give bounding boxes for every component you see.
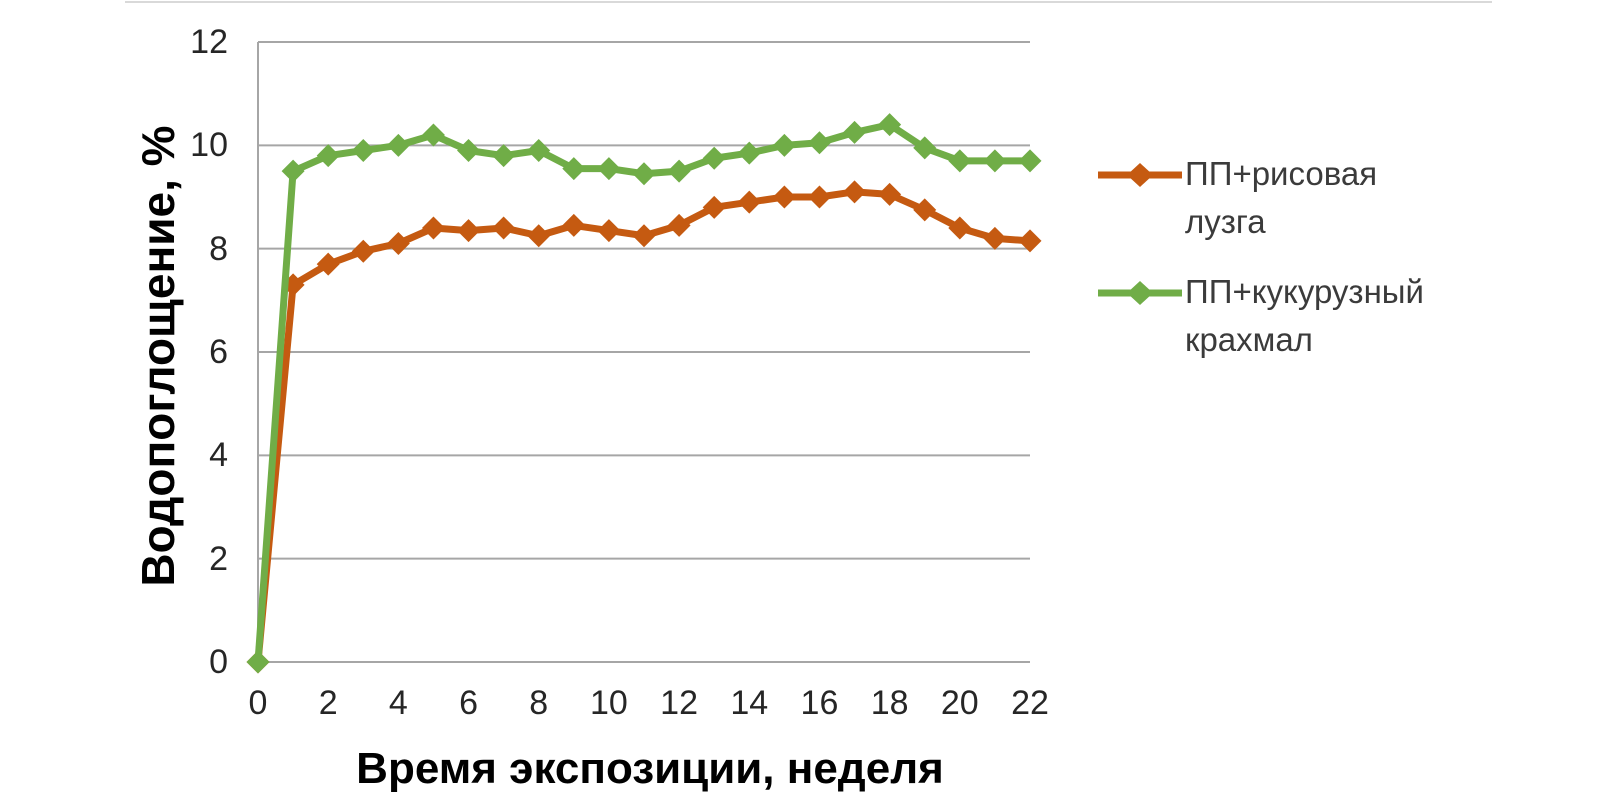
y-tick-label: 10 <box>190 126 228 165</box>
data-point-pp-rice-husk <box>983 226 1007 250</box>
data-point-pp-corn-starch <box>983 149 1007 173</box>
legend: ПП+рисовая лузга ПП+кукурузный крахмал <box>1097 150 1457 386</box>
x-tick-label: 2 <box>318 684 338 722</box>
y-tick-label: 4 <box>209 436 228 475</box>
x-tick-label: 0 <box>248 684 268 722</box>
data-point-pp-rice-husk <box>492 216 516 240</box>
data-point-pp-corn-starch <box>246 650 270 674</box>
data-point-pp-corn-starch <box>807 131 831 155</box>
x-tick-label: 10 <box>589 684 628 722</box>
data-point-pp-corn-starch <box>913 136 937 160</box>
data-point-pp-corn-starch <box>386 133 410 157</box>
y-tick-label: 6 <box>209 333 228 371</box>
data-point-pp-rice-husk <box>807 185 831 209</box>
x-tick-label: 12 <box>660 684 698 722</box>
data-point-pp-rice-husk <box>878 182 902 206</box>
data-point-pp-rice-husk <box>1018 229 1042 253</box>
legend-label-rice-husk: ПП+рисовая лузга <box>1185 155 1378 240</box>
y-tick-label: 8 <box>209 229 228 268</box>
data-point-pp-corn-starch <box>351 139 375 162</box>
data-point-pp-rice-husk <box>351 239 375 263</box>
x-tick-label: 6 <box>459 684 478 722</box>
y-tick-label: 0 <box>209 643 228 681</box>
x-axis-title: Время экспозиции, неделя <box>356 744 944 793</box>
x-tick-label: 8 <box>529 684 549 722</box>
data-point-pp-corn-starch <box>597 157 621 181</box>
data-point-pp-rice-husk <box>457 219 481 243</box>
data-point-pp-rice-husk <box>913 198 937 222</box>
data-point-pp-rice-husk <box>702 195 726 219</box>
legend-marker-rice-husk-icon <box>1098 163 1182 187</box>
data-point-pp-rice-husk <box>597 219 621 243</box>
x-tick-label: 16 <box>800 684 839 722</box>
data-point-pp-corn-starch <box>421 123 445 147</box>
data-point-pp-corn-starch <box>667 159 691 183</box>
series-line-pp-rice-husk <box>254 188 1034 666</box>
data-point-pp-corn-starch <box>527 139 551 162</box>
data-point-pp-rice-husk <box>737 190 761 214</box>
data-point-pp-corn-starch <box>772 133 796 157</box>
data-point-pp-rice-husk <box>527 224 551 248</box>
data-point-pp-rice-husk <box>772 185 796 209</box>
data-point-pp-rice-husk <box>386 232 410 255</box>
data-point-pp-rice-husk <box>843 180 867 204</box>
data-point-pp-rice-husk <box>632 224 656 248</box>
legend-item-rice-husk: ПП+рисовая лузга <box>1097 150 1457 246</box>
data-point-pp-corn-starch <box>948 149 972 173</box>
data-point-pp-corn-starch <box>632 162 656 186</box>
x-tick-label: 20 <box>940 684 979 722</box>
data-point-pp-rice-husk <box>562 213 586 237</box>
x-tick-label: 14 <box>730 684 769 722</box>
data-point-pp-corn-starch <box>1018 149 1042 173</box>
top-border-line <box>125 1 1492 3</box>
x-tick-label: 22 <box>1011 684 1049 722</box>
data-point-pp-rice-husk <box>421 216 445 240</box>
legend-label-corn-starch: ПП+кукурузный крахмал <box>1185 273 1424 358</box>
data-point-pp-rice-husk <box>316 252 340 276</box>
data-point-pp-corn-starch <box>457 139 481 162</box>
data-point-pp-corn-starch <box>843 120 867 144</box>
data-point-pp-corn-starch <box>316 144 340 168</box>
data-point-pp-corn-starch <box>702 146 726 170</box>
data-point-pp-rice-husk <box>948 216 972 240</box>
legend-marker-corn-starch-icon <box>1098 281 1182 305</box>
y-tick-label: 2 <box>209 539 228 578</box>
data-point-pp-corn-starch <box>492 144 516 168</box>
data-point-pp-rice-husk <box>667 213 691 237</box>
legend-item-corn-starch: ПП+кукурузный крахмал <box>1097 268 1457 364</box>
data-point-pp-corn-starch <box>562 157 586 181</box>
data-point-pp-corn-starch <box>878 113 902 137</box>
data-point-pp-corn-starch <box>281 159 305 183</box>
data-point-pp-corn-starch <box>737 141 761 165</box>
x-tick-label: 18 <box>870 684 909 722</box>
y-tick-label: 12 <box>190 23 228 61</box>
x-tick-label: 4 <box>388 684 408 722</box>
